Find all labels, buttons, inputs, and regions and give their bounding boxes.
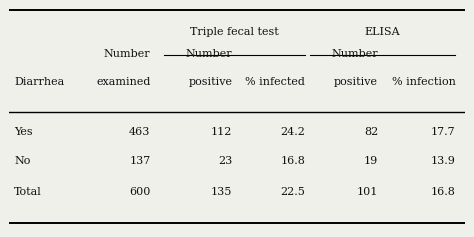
Text: 82: 82 xyxy=(364,127,378,137)
Text: % infected: % infected xyxy=(246,77,305,87)
Text: Number: Number xyxy=(104,49,151,59)
Text: Number: Number xyxy=(186,49,232,59)
Text: 17.7: 17.7 xyxy=(431,127,456,137)
Text: positive: positive xyxy=(189,77,232,87)
Text: Number: Number xyxy=(331,49,378,59)
Text: 19: 19 xyxy=(364,156,378,166)
Text: examined: examined xyxy=(96,77,151,87)
Text: 13.9: 13.9 xyxy=(430,156,456,166)
Text: 135: 135 xyxy=(211,187,232,197)
Text: Yes: Yes xyxy=(14,127,33,137)
Text: 112: 112 xyxy=(211,127,232,137)
Text: 16.8: 16.8 xyxy=(281,156,305,166)
Text: No: No xyxy=(14,156,30,166)
Text: Total: Total xyxy=(14,187,42,197)
Text: 463: 463 xyxy=(129,127,151,137)
Text: positive: positive xyxy=(334,77,378,87)
Text: 16.8: 16.8 xyxy=(430,187,456,197)
Text: Triple fecal test: Triple fecal test xyxy=(191,27,279,37)
Text: 22.5: 22.5 xyxy=(281,187,305,197)
Text: 600: 600 xyxy=(129,187,151,197)
Text: 23: 23 xyxy=(218,156,232,166)
Text: Diarrhea: Diarrhea xyxy=(14,77,64,87)
Text: ELISA: ELISA xyxy=(365,27,401,37)
Text: 101: 101 xyxy=(357,187,378,197)
Text: % infection: % infection xyxy=(392,77,456,87)
Text: 137: 137 xyxy=(129,156,151,166)
Text: 24.2: 24.2 xyxy=(281,127,305,137)
